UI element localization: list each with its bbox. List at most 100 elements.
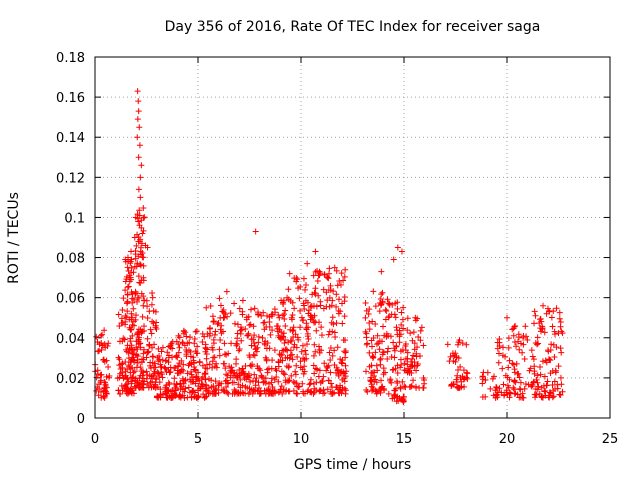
data-point: [362, 328, 369, 335]
data-point: [152, 324, 159, 331]
data-point: [224, 389, 231, 396]
data-point: [545, 356, 552, 363]
data-point: [140, 205, 147, 212]
data-point: [454, 372, 461, 379]
data-point: [131, 234, 138, 241]
data-point: [184, 370, 191, 377]
data-point: [504, 374, 511, 381]
data-point: [410, 377, 417, 384]
data-point: [391, 347, 398, 354]
data-point: [383, 333, 390, 340]
data-point: [317, 270, 324, 277]
data-point: [342, 390, 349, 397]
data-point: [295, 336, 302, 343]
data-point: [537, 328, 544, 335]
data-point: [378, 268, 385, 275]
data-point: [269, 357, 276, 364]
data-point: [265, 386, 272, 393]
data-point: [531, 370, 538, 377]
data-point: [135, 379, 142, 386]
data-point: [251, 305, 258, 312]
data-point: [136, 207, 143, 214]
data-point: [239, 308, 246, 315]
data-point: [555, 363, 562, 370]
data-point: [299, 317, 306, 324]
data-point: [132, 288, 139, 295]
data-point: [258, 372, 265, 379]
data-point: [505, 364, 512, 371]
data-point: [220, 387, 227, 394]
data-point: [331, 264, 338, 271]
data-point: [101, 327, 108, 334]
data-point: [171, 375, 178, 382]
data-point: [404, 315, 411, 322]
data-point: [220, 306, 227, 313]
data-point: [238, 326, 245, 333]
data-point: [211, 331, 218, 338]
data-point: [238, 337, 245, 344]
x-tick-label: 20: [499, 432, 516, 447]
data-point: [285, 364, 292, 371]
data-point: [415, 333, 422, 340]
data-point: [288, 372, 295, 379]
data-point: [179, 386, 186, 393]
data-point: [505, 335, 512, 342]
data-point: [124, 254, 131, 261]
data-point: [300, 300, 307, 307]
data-point: [326, 270, 333, 277]
data-point: [165, 387, 172, 394]
data-point: [479, 393, 486, 400]
data-point: [122, 374, 129, 381]
data-point: [336, 278, 343, 285]
data-point: [496, 339, 503, 346]
data-point: [93, 387, 100, 394]
data-point: [518, 340, 525, 347]
data-point: [208, 384, 215, 391]
data-point: [180, 367, 187, 374]
data-point: [516, 374, 523, 381]
data-point: [493, 392, 500, 399]
data-point: [248, 363, 255, 370]
data-point: [398, 309, 405, 316]
data-point: [387, 376, 394, 383]
data-point: [205, 375, 212, 382]
data-point: [549, 381, 556, 388]
data-point: [385, 390, 392, 397]
data-point: [98, 388, 105, 395]
data-point: [154, 394, 161, 401]
data-point: [141, 214, 148, 221]
data-point: [311, 341, 318, 348]
data-point: [338, 390, 345, 397]
data-point: [389, 395, 396, 402]
data-point: [333, 291, 340, 298]
data-point: [538, 393, 545, 400]
y-tick-label: 0.04: [56, 332, 85, 347]
data-point: [321, 390, 328, 397]
data-point: [166, 381, 173, 388]
data-point: [124, 291, 131, 298]
data-point: [316, 319, 323, 326]
data-point: [510, 361, 517, 368]
data-point: [280, 300, 287, 307]
data-point: [173, 352, 180, 359]
data-point: [290, 378, 297, 385]
data-point: [166, 369, 173, 376]
data-point: [185, 362, 192, 369]
data-point: [155, 370, 162, 377]
data-point: [539, 358, 546, 365]
data-point: [367, 377, 374, 384]
data-point: [302, 347, 309, 354]
data-point: [238, 324, 245, 331]
data-point: [307, 303, 314, 310]
data-point: [464, 375, 471, 382]
data-point: [275, 389, 282, 396]
data-point: [138, 329, 145, 336]
data-point: [199, 383, 206, 390]
data-point: [207, 330, 214, 337]
data-point: [141, 346, 148, 353]
data-point: [321, 360, 328, 367]
data-point: [317, 379, 324, 386]
data-point: [506, 357, 513, 364]
data-point: [292, 331, 299, 338]
